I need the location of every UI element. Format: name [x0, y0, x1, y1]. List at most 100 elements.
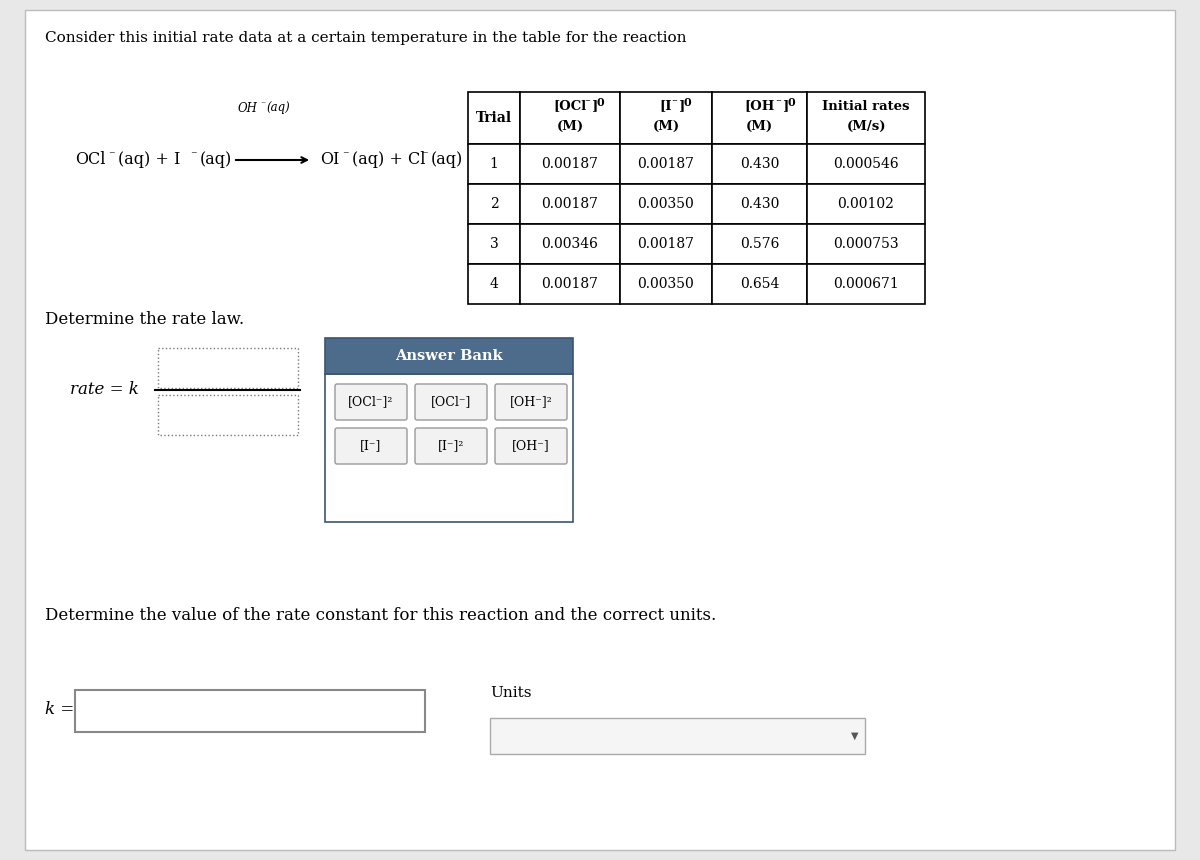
Text: 3: 3 — [490, 237, 498, 251]
Text: Determine the rate law.: Determine the rate law. — [46, 311, 244, 329]
Text: 0.000753: 0.000753 — [833, 237, 899, 251]
Text: 0.00187: 0.00187 — [541, 197, 599, 211]
FancyBboxPatch shape — [496, 428, 568, 464]
Bar — [620, 92, 712, 144]
Text: Answer Bank: Answer Bank — [395, 349, 503, 363]
Text: rate = k: rate = k — [70, 382, 139, 398]
Text: [OCl: [OCl — [553, 100, 587, 113]
Text: (M): (M) — [557, 120, 583, 132]
Text: 0: 0 — [787, 97, 796, 108]
Bar — [808, 184, 925, 224]
Bar — [468, 92, 520, 144]
Text: [OH: [OH — [744, 100, 775, 113]
Text: 4: 4 — [490, 277, 498, 291]
Text: [OCl⁻]²: [OCl⁻]² — [348, 396, 394, 408]
Text: OCl: OCl — [74, 151, 106, 169]
FancyBboxPatch shape — [415, 428, 487, 464]
Text: ⁻: ⁻ — [342, 150, 349, 163]
Bar — [620, 144, 712, 184]
Bar — [520, 144, 620, 184]
FancyBboxPatch shape — [415, 384, 487, 420]
Text: ]: ] — [679, 100, 685, 113]
Text: 0.000546: 0.000546 — [833, 157, 899, 171]
Text: OH: OH — [238, 101, 258, 114]
Text: Initial rates: Initial rates — [822, 100, 910, 113]
Text: 0.430: 0.430 — [740, 157, 779, 171]
Text: 0.00350: 0.00350 — [637, 277, 695, 291]
Bar — [808, 264, 925, 304]
Text: 0: 0 — [596, 97, 604, 108]
Text: (aq) + Cl: (aq) + Cl — [352, 151, 426, 169]
Bar — [520, 184, 620, 224]
Text: 0.430: 0.430 — [740, 197, 779, 211]
Bar — [325, 338, 574, 374]
Bar — [468, 144, 520, 184]
Bar — [520, 224, 620, 264]
Text: ⁻: ⁻ — [775, 97, 781, 108]
Bar — [712, 184, 808, 224]
Bar — [325, 374, 574, 522]
Bar — [620, 264, 712, 304]
Text: [I⁻]²: [I⁻]² — [438, 439, 464, 452]
Text: [I: [I — [660, 100, 672, 113]
Bar — [158, 395, 298, 435]
Text: ⁻: ⁻ — [584, 97, 590, 108]
Bar — [808, 92, 925, 144]
Text: ⁻: ⁻ — [190, 150, 197, 163]
Bar — [468, 224, 520, 264]
Bar — [712, 224, 808, 264]
Text: OI: OI — [320, 151, 340, 169]
Text: ▼: ▼ — [851, 731, 859, 741]
Text: 0.00350: 0.00350 — [637, 197, 695, 211]
Text: ]: ] — [784, 100, 790, 113]
Text: [I⁻]: [I⁻] — [360, 439, 382, 452]
Text: (aq): (aq) — [200, 151, 233, 169]
Bar — [620, 184, 712, 224]
Text: (aq): (aq) — [431, 151, 463, 169]
Bar — [808, 224, 925, 264]
Bar — [712, 144, 808, 184]
Text: 0.00187: 0.00187 — [637, 157, 695, 171]
Text: 0: 0 — [683, 97, 691, 108]
Text: [OCl⁻]: [OCl⁻] — [431, 396, 472, 408]
Text: 0.00102: 0.00102 — [838, 197, 894, 211]
Text: ⁻: ⁻ — [421, 150, 427, 163]
Text: 0.654: 0.654 — [740, 277, 779, 291]
Text: (M/s): (M/s) — [846, 120, 886, 132]
Text: (aq): (aq) — [266, 101, 289, 114]
Text: 0.00187: 0.00187 — [541, 157, 599, 171]
Bar — [808, 144, 925, 184]
Text: 0.00346: 0.00346 — [541, 237, 599, 251]
Text: 2: 2 — [490, 197, 498, 211]
Bar — [74, 690, 425, 732]
Bar — [712, 92, 808, 144]
Text: 1: 1 — [490, 157, 498, 171]
Text: Trial: Trial — [476, 111, 512, 125]
Bar — [520, 264, 620, 304]
Text: [OH⁻]²: [OH⁻]² — [510, 396, 552, 408]
Text: 0.00187: 0.00187 — [637, 237, 695, 251]
Bar — [712, 264, 808, 304]
Text: Consider this initial rate data at a certain temperature in the table for the re: Consider this initial rate data at a cer… — [46, 31, 686, 45]
Bar — [158, 348, 298, 388]
Text: (M): (M) — [746, 120, 773, 132]
Text: Units: Units — [490, 686, 532, 700]
FancyBboxPatch shape — [335, 384, 407, 420]
Text: k =: k = — [46, 702, 74, 718]
Bar — [490, 718, 865, 754]
Text: 0.000671: 0.000671 — [833, 277, 899, 291]
Bar — [468, 184, 520, 224]
Text: [OH⁻]: [OH⁻] — [512, 439, 550, 452]
FancyBboxPatch shape — [496, 384, 568, 420]
Text: ⁻: ⁻ — [260, 101, 265, 109]
Bar — [468, 264, 520, 304]
Text: 0.00187: 0.00187 — [541, 277, 599, 291]
Bar — [520, 92, 620, 144]
FancyBboxPatch shape — [335, 428, 407, 464]
Text: ⁻: ⁻ — [108, 150, 115, 163]
Text: (M): (M) — [653, 120, 679, 132]
Text: Determine the value of the rate constant for this reaction and the correct units: Determine the value of the rate constant… — [46, 607, 716, 624]
Bar — [620, 224, 712, 264]
Text: (aq) + I: (aq) + I — [118, 151, 180, 169]
Text: 0.576: 0.576 — [740, 237, 779, 251]
